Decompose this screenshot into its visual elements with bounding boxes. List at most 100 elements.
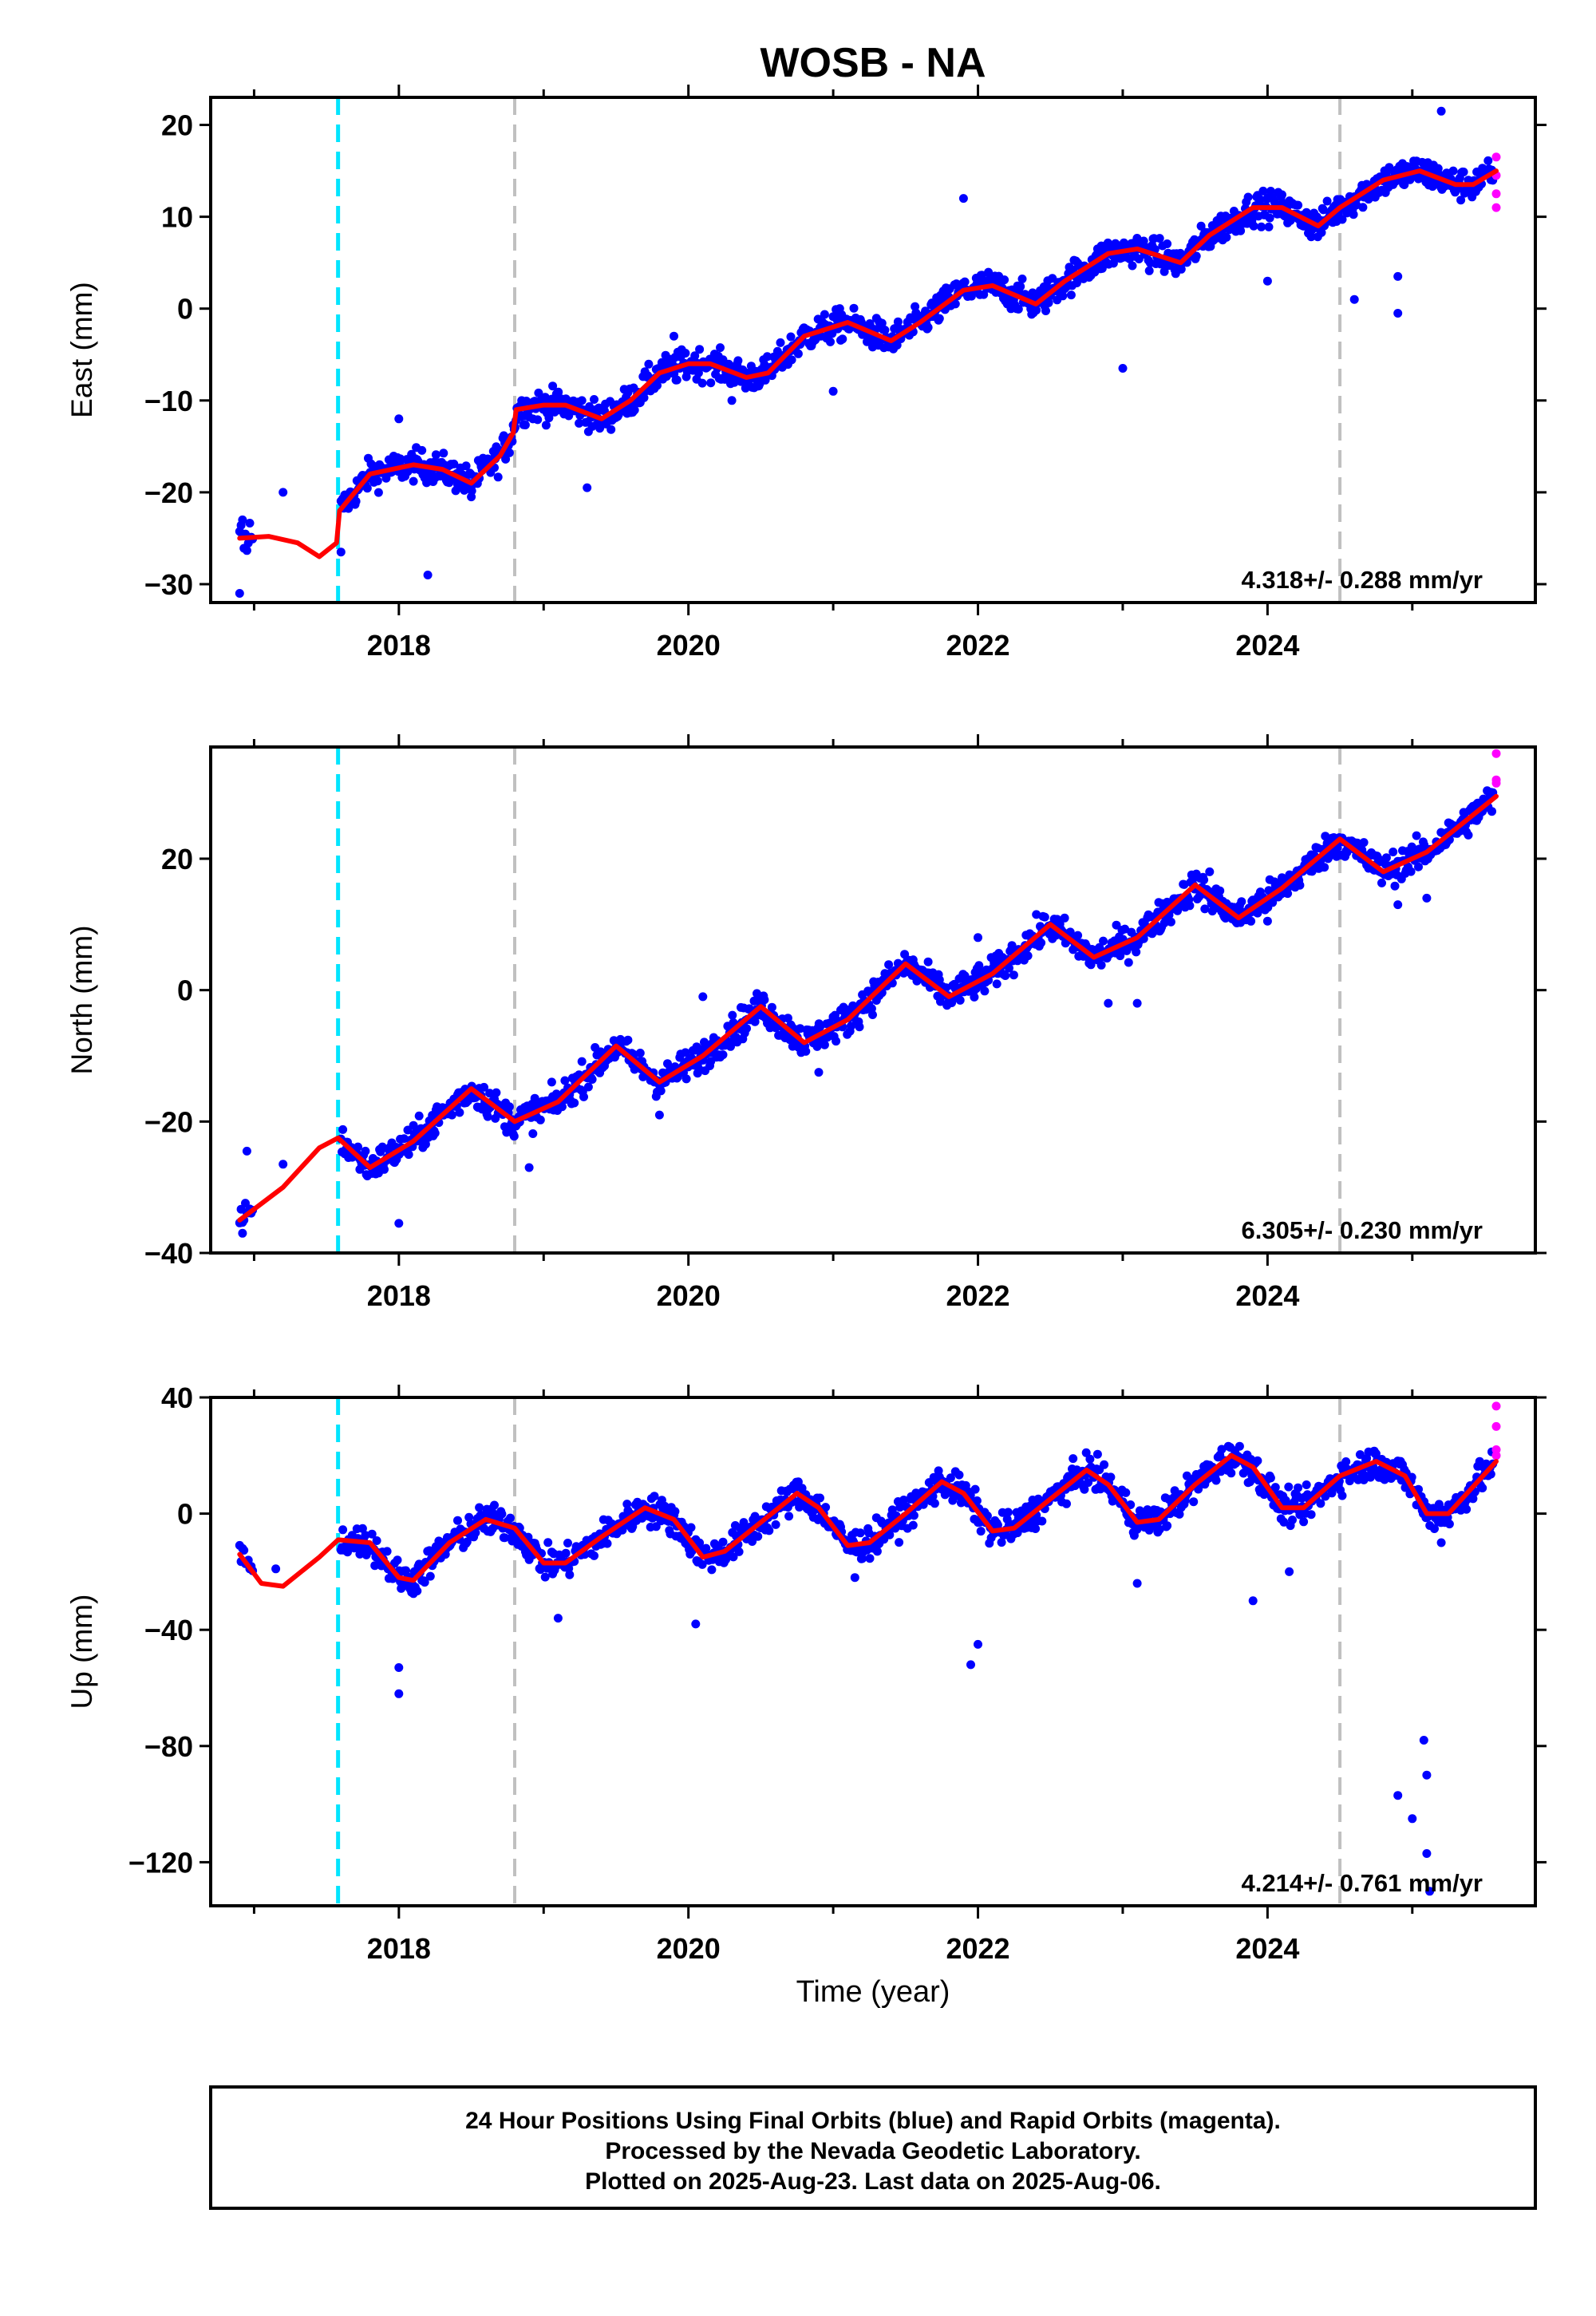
outlier-point <box>1262 916 1272 926</box>
data-point <box>1163 1521 1172 1531</box>
data-point <box>760 995 769 1005</box>
data-point <box>343 1547 352 1557</box>
outlier-point <box>691 1619 701 1629</box>
rapid-orbit-point <box>1491 152 1501 162</box>
data-point <box>1257 222 1266 231</box>
data-point <box>1264 222 1274 231</box>
outlier-point <box>583 483 592 492</box>
data-point <box>1483 156 1493 165</box>
data-point <box>784 1512 794 1521</box>
footer-line-2: Processed by the Nevada Geodetic Laborat… <box>605 2138 1140 2164</box>
outlier-point <box>1248 1596 1258 1606</box>
data-point <box>1013 304 1023 314</box>
data-point <box>695 345 705 354</box>
data-point <box>1155 1524 1164 1534</box>
data-point <box>1270 1483 1280 1492</box>
data-point <box>1456 196 1466 205</box>
data-point <box>1031 1524 1041 1533</box>
data-point <box>1278 190 1286 200</box>
data-point <box>1163 239 1172 248</box>
data-point <box>895 1503 905 1512</box>
data-point <box>855 1528 865 1538</box>
outlier-point <box>553 1614 563 1623</box>
x-tick-label: 2020 <box>657 1279 721 1312</box>
outlier-point <box>974 933 982 943</box>
data-point <box>579 1092 588 1101</box>
data-point <box>528 1129 538 1138</box>
data-point <box>976 1527 986 1536</box>
data-point <box>499 431 508 441</box>
data-point <box>560 1076 570 1085</box>
data-point <box>635 1049 645 1057</box>
panel-up: −120 −80 −40 0 40 2018 2020 2022 2024 Up (mm) 4.21… <box>65 1381 1547 1965</box>
data-point <box>1302 1480 1311 1489</box>
data-point <box>1106 1472 1116 1482</box>
data-point <box>1294 200 1303 210</box>
data-point <box>1096 960 1106 970</box>
data-point <box>575 418 584 428</box>
y-tick-label: 20 <box>161 109 193 142</box>
y-tick-label: 0 <box>177 974 193 1007</box>
y-tick-label: −20 <box>144 1105 193 1138</box>
data-point <box>1464 830 1473 840</box>
data-point <box>872 1547 882 1556</box>
data-point <box>1132 947 1141 957</box>
y-tick-label: −120 <box>128 1846 193 1879</box>
outlier-point <box>1349 294 1359 304</box>
data-point <box>980 986 990 996</box>
data-point <box>1001 971 1010 980</box>
data-point <box>1112 920 1121 930</box>
panel-north: −40 −20 0 20 2018 2020 2022 2024 North (mm) 6.305… <box>65 734 1547 1312</box>
outlier-point <box>1436 106 1446 116</box>
data-point <box>1255 195 1265 204</box>
x-tick-label: 2022 <box>946 1279 1009 1312</box>
data-point <box>1099 936 1108 946</box>
data-point <box>681 1074 691 1084</box>
data-point <box>338 1525 348 1535</box>
data-point <box>449 459 459 468</box>
data-point <box>1037 938 1046 947</box>
data-point <box>1060 913 1069 923</box>
data-point <box>1073 931 1083 940</box>
outlier-point <box>1104 998 1113 1008</box>
data-point <box>793 349 803 358</box>
data-point <box>399 1134 409 1144</box>
data-point <box>492 1088 501 1097</box>
data-point <box>821 1503 831 1512</box>
data-point <box>1400 180 1409 189</box>
outlier-point <box>1419 1736 1428 1745</box>
y-tick-label: −40 <box>144 1237 193 1270</box>
data-point <box>534 388 543 397</box>
data-point <box>1243 192 1253 202</box>
data-point <box>728 1010 737 1020</box>
rapid-orbit-point <box>1491 1421 1501 1431</box>
data-point <box>820 310 829 319</box>
data-point <box>1108 259 1118 268</box>
data-point <box>885 1530 895 1539</box>
data-point <box>380 1164 389 1174</box>
data-point <box>1032 910 1041 919</box>
data-point <box>1266 1473 1275 1483</box>
data-point <box>734 1547 744 1556</box>
data-point <box>1258 186 1268 196</box>
outlier-point <box>828 386 838 396</box>
data-point <box>1236 226 1246 235</box>
data-point <box>504 1102 514 1112</box>
outlier-point <box>1422 893 1432 903</box>
data-point <box>868 1010 877 1019</box>
data-point <box>1294 1483 1303 1492</box>
data-point <box>409 1120 418 1130</box>
data-point <box>509 1132 519 1141</box>
data-point <box>1005 963 1013 973</box>
data-point <box>413 1587 422 1595</box>
data-point <box>793 1477 803 1487</box>
outlier-point <box>242 1146 251 1156</box>
data-point <box>750 1017 760 1026</box>
outlier-point <box>238 1228 247 1238</box>
data-point <box>361 1146 370 1156</box>
x-tick-label: 2022 <box>946 1932 1009 1965</box>
data-point <box>362 484 372 493</box>
data-point <box>899 1496 908 1504</box>
outlier-point <box>1132 998 1142 1008</box>
